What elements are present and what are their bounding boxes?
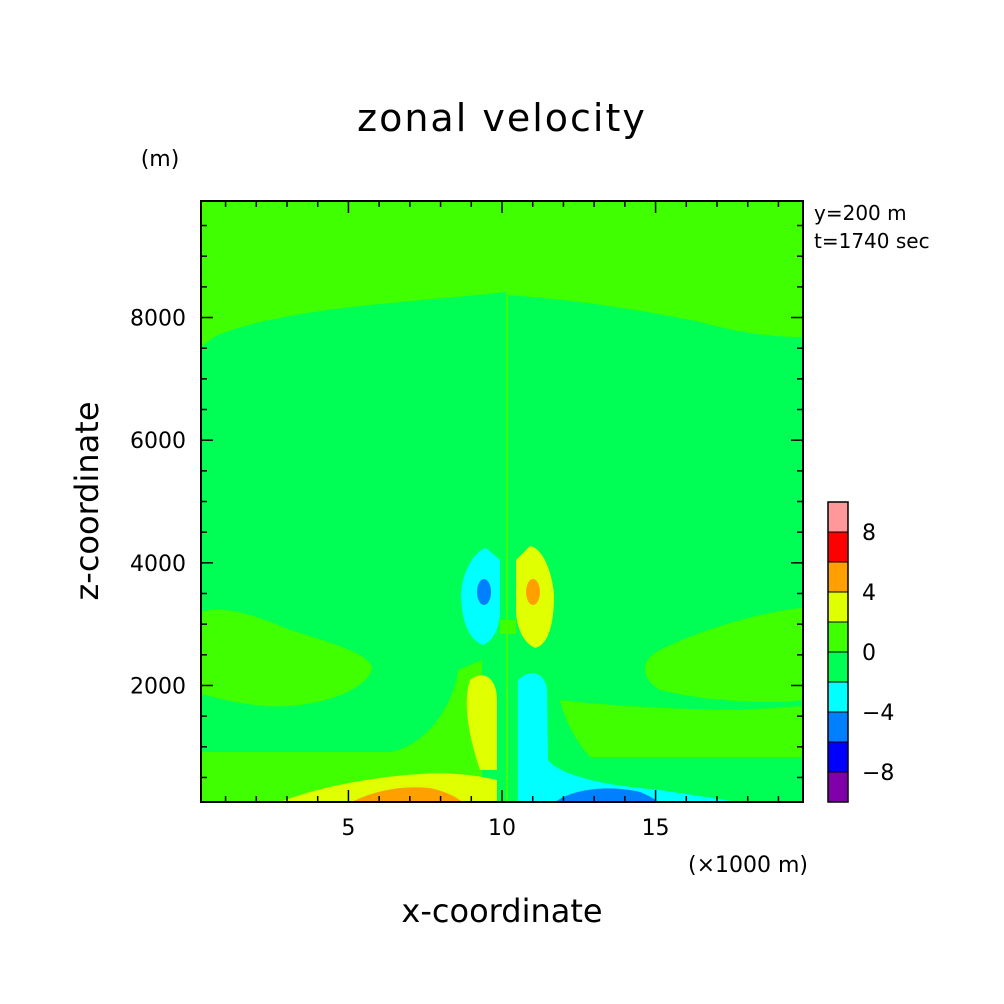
colorbar-label: −4 xyxy=(862,701,894,726)
x-tick-label: 10 xyxy=(488,816,516,841)
region-right-lobe-weak-positive xyxy=(652,608,803,702)
colorbar-swatch xyxy=(827,651,849,683)
colorbar-swatch xyxy=(827,561,849,593)
colorbar-swatch xyxy=(827,621,849,653)
x-tick-label: 15 xyxy=(642,816,670,841)
colorbar-label: 4 xyxy=(862,581,876,606)
y-tick-label: 2000 xyxy=(130,674,186,699)
annotation-y: y=200 m xyxy=(814,201,907,225)
y-tick-label: 8000 xyxy=(130,307,186,332)
x-axis-label: x-coordinate xyxy=(401,892,602,930)
colorbar: −8 −4 0 4 8 xyxy=(827,501,894,803)
region-upper-dipole-negative-core xyxy=(477,579,491,605)
y-tick-label: 6000 xyxy=(130,429,186,454)
colorbar-label: 8 xyxy=(862,521,876,546)
colorbar-label: 0 xyxy=(862,641,876,666)
region-right-updraft-negative xyxy=(518,673,738,802)
colorbar-frame xyxy=(827,501,849,803)
region-upper-dipole-positive-core xyxy=(526,579,540,605)
y-tick-label: 4000 xyxy=(130,552,186,577)
region-right-zero-band xyxy=(507,295,803,802)
colorbar-swatch xyxy=(827,741,849,773)
colorbar-swatch xyxy=(827,501,849,533)
x-unit-label: (×1000 m) xyxy=(688,853,808,878)
y-unit-label: (m) xyxy=(141,147,180,172)
region-left-updraft-positive xyxy=(466,675,497,770)
y-axis-label: z-coordinate xyxy=(68,401,106,600)
colorbar-swatch xyxy=(827,771,849,803)
x-tick-label: 5 xyxy=(341,816,355,841)
colorbar-swatch xyxy=(827,531,849,563)
region-right-lower-weak-positive xyxy=(560,700,803,757)
colorbar-swatch xyxy=(827,711,849,743)
colorbar-swatch xyxy=(827,591,849,623)
chart-title: zonal velocity xyxy=(357,96,647,140)
plot-area xyxy=(200,200,804,803)
annotation-t: t=1740 sec xyxy=(814,229,930,253)
colorbar-label: −8 xyxy=(862,761,894,786)
region-surface-right-outflow xyxy=(555,788,658,802)
axes: 5 10 15 2000 4000 6000 8000 xyxy=(130,201,803,841)
colorbar-swatch xyxy=(827,681,849,713)
region-lower-left-weak-positive xyxy=(201,609,372,707)
region-left-bottom-weak-positive xyxy=(201,660,482,802)
region-upper-left-weak-positive xyxy=(201,201,507,347)
